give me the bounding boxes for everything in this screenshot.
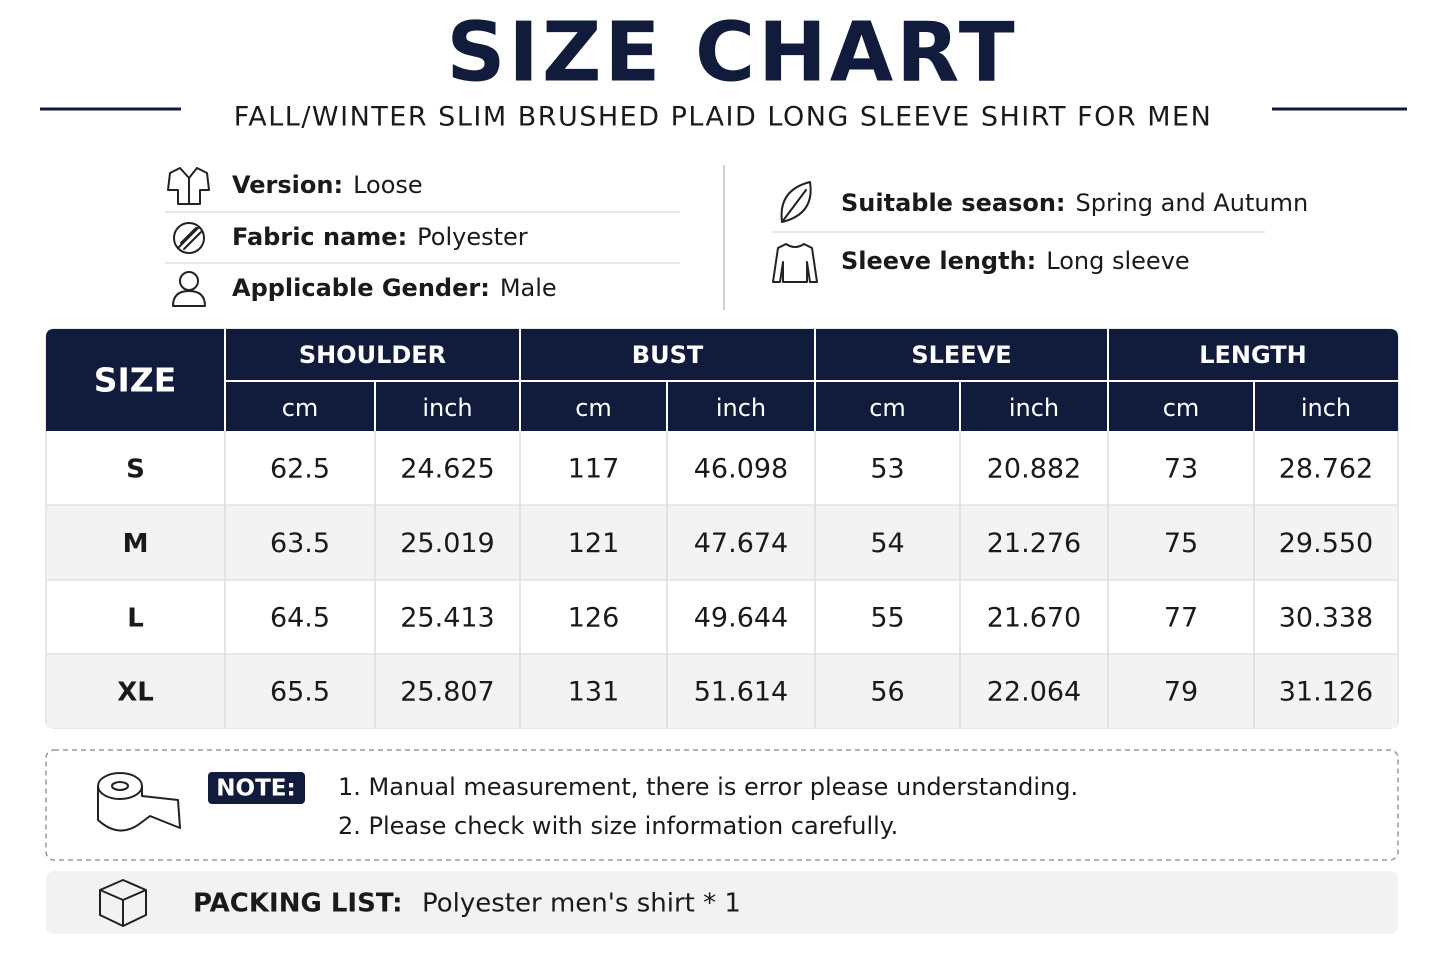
- attribute-label: Version:: [232, 171, 343, 199]
- table-cell: 117: [568, 454, 620, 485]
- box-icon: [99, 879, 147, 927]
- attribute-label: Sleeve length:: [841, 247, 1036, 275]
- sweater-icon: [772, 243, 818, 283]
- fabric-icon: [173, 222, 205, 254]
- table-cell: 53: [870, 454, 904, 485]
- attribute-label: Fabric name:: [232, 223, 407, 251]
- attribute: Suitable season: Spring and Autumn: [841, 189, 1308, 217]
- table-cell: 62.5: [270, 454, 330, 485]
- table-cell: 54: [870, 528, 904, 559]
- subtitle: FALL/WINTER SLIM BRUSHED PLAID LONG SLEE…: [234, 102, 1213, 133]
- table-cell: 121: [568, 528, 620, 559]
- table-cell: 51.614: [694, 677, 788, 708]
- unit-header: cm: [282, 394, 319, 422]
- table-cell: 56: [870, 677, 904, 708]
- table-cell: 49.644: [694, 603, 788, 634]
- attribute-value: Loose: [353, 171, 423, 199]
- attribute: Applicable Gender: Male: [232, 274, 557, 302]
- table-cell: 75: [1164, 528, 1198, 559]
- table-cell: 22.064: [987, 677, 1081, 708]
- table-cell: 28.762: [1279, 454, 1373, 485]
- note-item: 2. Please check with size information ca…: [338, 812, 898, 840]
- group-header: SHOULDER: [299, 341, 446, 369]
- size-cell: S: [126, 455, 145, 485]
- table-cell: 25.807: [400, 677, 494, 708]
- attribute-label: Applicable Gender:: [232, 274, 490, 302]
- attribute-value: Spring and Autumn: [1076, 189, 1309, 217]
- size-cell: M: [123, 529, 149, 559]
- group-header: BUST: [632, 341, 704, 369]
- unit-header: cm: [1163, 394, 1200, 422]
- table-cell: 25.019: [400, 528, 494, 559]
- table-cell: 31.126: [1279, 677, 1373, 708]
- table-cell: 73: [1164, 454, 1198, 485]
- note-label: NOTE:: [216, 776, 295, 802]
- table-cell: 131: [568, 677, 620, 708]
- table-cell: 46.098: [694, 454, 788, 485]
- person-icon: [172, 271, 206, 307]
- table-cell: 21.276: [987, 528, 1081, 559]
- attribute-value: Long sleeve: [1046, 247, 1189, 275]
- unit-header: inch: [422, 394, 472, 422]
- table-cell: 21.670: [987, 603, 1081, 634]
- table-cell: 65.5: [270, 677, 330, 708]
- table-cell: 77: [1164, 603, 1198, 634]
- attribute: Version: Loose: [232, 171, 423, 199]
- attribute-value: Male: [500, 274, 557, 302]
- table-cell: 47.674: [694, 528, 788, 559]
- note-badge: [208, 772, 305, 804]
- table-cell: 64.5: [270, 603, 330, 634]
- attribute-value: Polyester: [417, 223, 528, 251]
- shirt-icon: [167, 167, 210, 205]
- attribute: Fabric name: Polyester: [232, 223, 528, 251]
- table-cell: 79: [1164, 677, 1198, 708]
- group-header: SLEEVE: [911, 341, 1011, 369]
- table-cell: 24.625: [400, 454, 494, 485]
- size-header: SIZE: [94, 361, 177, 400]
- table-cell: 30.338: [1279, 603, 1373, 634]
- unit-header: cm: [869, 394, 906, 422]
- unit-header: inch: [1301, 394, 1351, 422]
- table-cell: 25.413: [400, 603, 494, 634]
- table-cell: 20.882: [987, 454, 1081, 485]
- table-cell: 126: [568, 603, 620, 634]
- size-cell: XL: [117, 678, 154, 708]
- packing-label: PACKING LIST:: [193, 889, 403, 919]
- attribute-label: Suitable season:: [841, 189, 1066, 217]
- row-band: [47, 505, 1397, 580]
- row-band: [47, 654, 1397, 728]
- title: SIZE CHART: [446, 5, 1017, 100]
- unit-header: inch: [1009, 394, 1059, 422]
- unit-header: inch: [716, 394, 766, 422]
- tape-icon: [97, 772, 181, 832]
- packing-box: [46, 871, 1398, 934]
- table-cell: 55: [870, 603, 904, 634]
- table-cell: 63.5: [270, 528, 330, 559]
- note-box: [45, 749, 1399, 861]
- size-cell: L: [127, 604, 144, 634]
- packing-value: Polyester men's shirt * 1: [422, 889, 741, 919]
- group-header: LENGTH: [1199, 341, 1307, 369]
- table-cell: 29.550: [1279, 528, 1373, 559]
- leaf-icon: [780, 181, 812, 223]
- note-item: 1. Manual measurement, there is error pl…: [338, 773, 1078, 801]
- attribute: Sleeve length: Long sleeve: [841, 247, 1190, 275]
- unit-header: cm: [575, 394, 612, 422]
